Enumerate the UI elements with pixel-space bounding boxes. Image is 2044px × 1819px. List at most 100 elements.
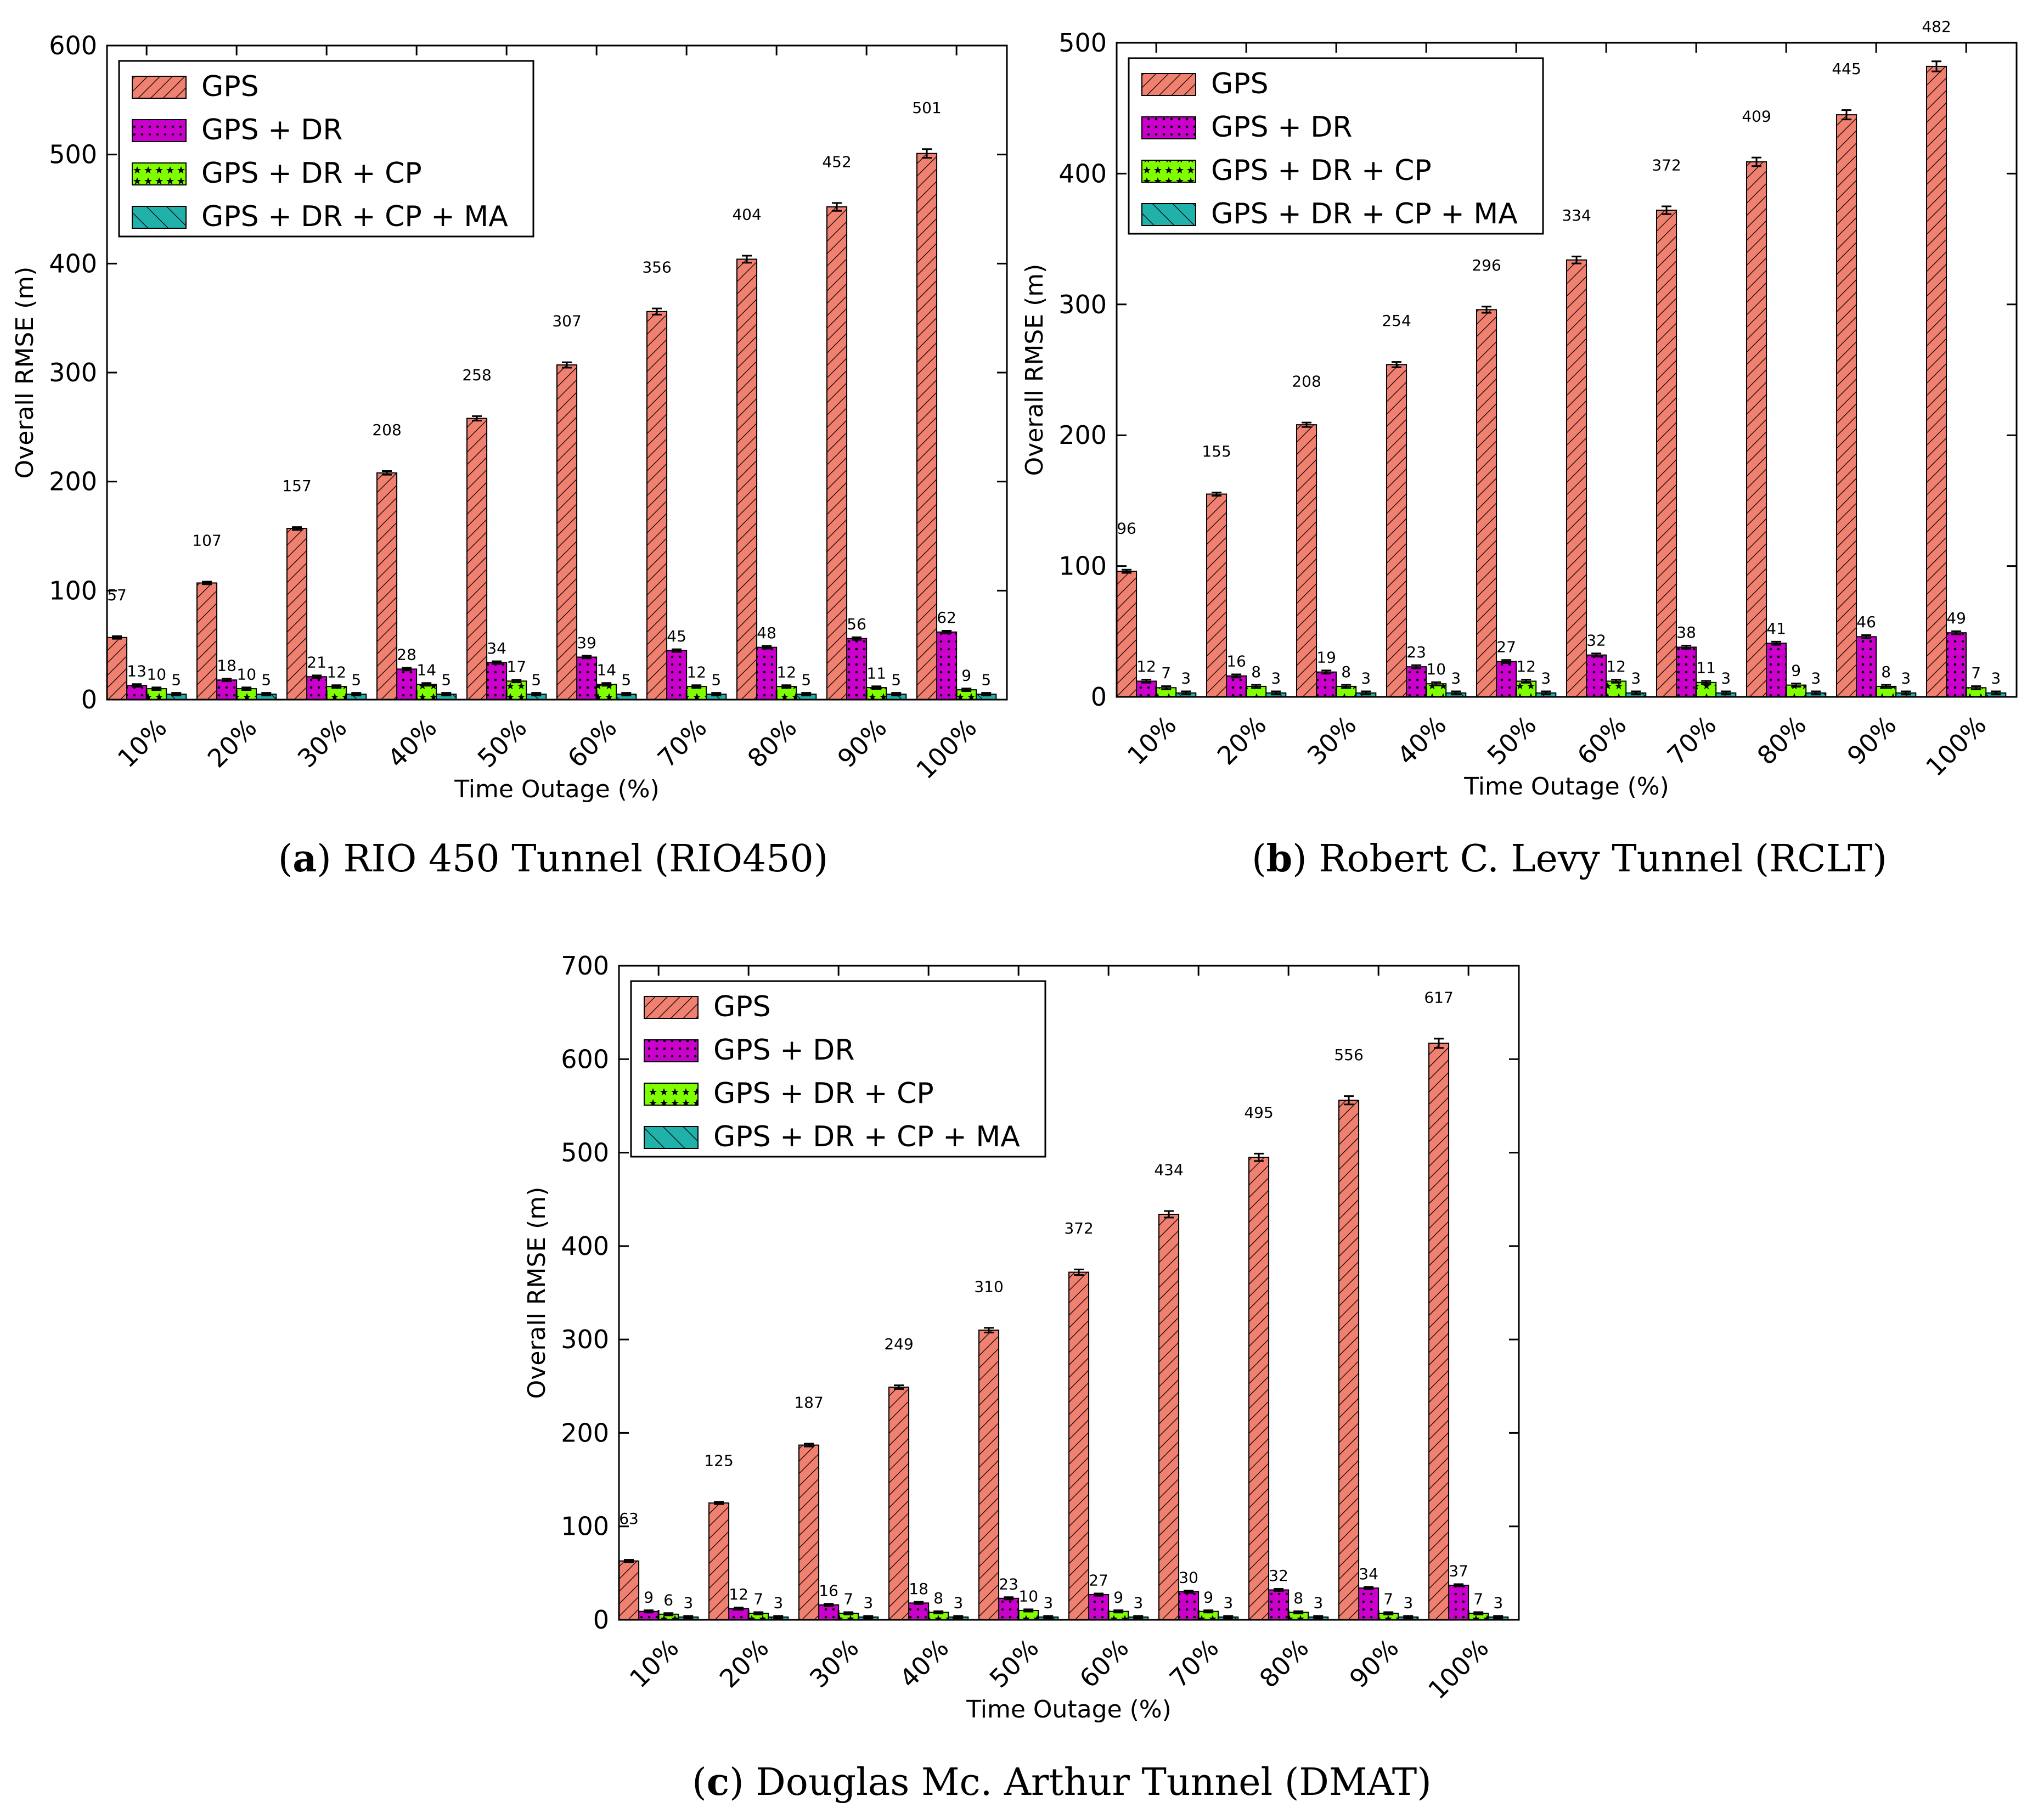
data-label: 12 [1516, 657, 1536, 675]
legend-swatch-pattern [1142, 117, 1196, 139]
data-label: 258 [462, 366, 491, 384]
data-label: 187 [794, 1393, 823, 1411]
data-label: 32 [1586, 632, 1606, 650]
y-tick-label: 500 [561, 1138, 609, 1168]
data-label: 3 [1631, 669, 1641, 688]
bar-pattern [577, 657, 597, 700]
data-label: 8 [1341, 663, 1351, 681]
data-label: 3 [1451, 669, 1461, 688]
bar-pattern [1586, 655, 1607, 697]
bar-pattern [1657, 210, 1677, 697]
x-tick-label: 20% [1212, 710, 1272, 770]
y-tick-label: 500 [1058, 28, 1107, 58]
bar-pattern [639, 1611, 659, 1620]
data-label: 3 [953, 1594, 963, 1612]
data-label: 14 [596, 661, 616, 679]
caption-a: (a) RIO 450 Tunnel (RIO450) [278, 837, 829, 881]
caption-c: (c) Douglas Mc. Arthur Tunnel (DMAT) [692, 1760, 1432, 1804]
y-tick-label: 100 [1058, 551, 1107, 581]
caption-b-letter: b [1266, 837, 1293, 881]
y-tick-label: 0 [1091, 682, 1107, 712]
bar-pattern [1269, 1590, 1289, 1620]
data-label: 372 [1064, 1219, 1093, 1237]
data-label: 12 [729, 1585, 748, 1603]
x-tick-label: 50% [472, 713, 532, 773]
y-tick-label: 400 [1058, 159, 1107, 188]
x-tick-label: 30% [1302, 710, 1362, 770]
bar-pattern [377, 472, 397, 700]
legend-swatch-pattern [644, 1040, 698, 1062]
bar-pattern [658, 1614, 679, 1620]
legend-swatch-pattern [132, 120, 186, 142]
bar-pattern [506, 681, 527, 700]
legend-swatch-pattern [132, 206, 186, 228]
data-label: 21 [307, 654, 326, 672]
data-label: 208 [372, 421, 401, 439]
x-tick-label: 100% [910, 713, 982, 785]
y-axis-label: Overall RMSE (m) [11, 267, 39, 479]
bar-pattern [1359, 1588, 1379, 1620]
caption-b: (b) Robert C. Levy Tunnel (RCLT) [1252, 837, 1887, 881]
chart-1: 57 107 157 208 258 307 356 404 452 501 13 18 21 28 34 3… [11, 31, 1008, 803]
data-label: 9 [644, 1588, 654, 1606]
data-label: 3 [1181, 669, 1191, 688]
bar-pattern [1336, 686, 1356, 697]
data-label: 3 [1361, 669, 1371, 688]
bar-pattern [1089, 1595, 1109, 1620]
data-label: 356 [642, 258, 671, 277]
data-label: 3 [1901, 669, 1911, 688]
data-label: 617 [1424, 988, 1453, 1006]
bar-pattern [166, 694, 187, 700]
bar-pattern [1018, 1610, 1039, 1620]
bar-pattern [999, 1598, 1019, 1620]
data-label: 8 [1293, 1589, 1303, 1607]
bar-pattern [1468, 1613, 1489, 1620]
bar-pattern [1387, 364, 1407, 697]
bar-pattern [1316, 672, 1337, 697]
legend-box [118, 60, 534, 238]
data-label: 32 [1269, 1567, 1288, 1585]
data-label: 3 [1043, 1594, 1053, 1612]
x-tick-label: 10% [624, 1633, 684, 1693]
legend-label: GPS + DR + CP [713, 1077, 934, 1110]
bar-pattern [737, 259, 757, 700]
y-axis-label: Overall RMSE (m) [1021, 264, 1049, 476]
x-tick-label: 50% [1482, 710, 1542, 770]
data-label: 9 [961, 666, 971, 684]
data-label: 5 [351, 671, 361, 689]
data-label: 249 [884, 1335, 913, 1353]
data-label: 63 [619, 1510, 639, 1528]
bar-pattern [1477, 309, 1497, 697]
caption-c-text: Douglas Mc. Arthur Tunnel (DMAT) [756, 1761, 1432, 1804]
data-label: 57 [107, 586, 127, 604]
data-label: 10 [147, 665, 166, 683]
bar-pattern [866, 688, 887, 700]
x-tick-label: 30% [292, 713, 352, 773]
bar-pattern [1246, 686, 1266, 697]
bar-pattern [217, 680, 237, 700]
legend-swatch-pattern [1142, 74, 1196, 95]
y-tick-label: 300 [561, 1325, 609, 1354]
data-label: 5 [441, 671, 451, 689]
bar-pattern [436, 694, 457, 700]
legend-label: GPS + DR [201, 114, 342, 147]
data-label: 96 [1117, 520, 1136, 538]
chart-2: 96 155 208 254 296 334 372 409 445 482 12 16 19 23 27 3… [1021, 18, 2018, 801]
legend-swatch-pattern [644, 996, 698, 1018]
data-label: 3 [863, 1594, 873, 1612]
data-label: 18 [909, 1580, 928, 1598]
bar-pattern [1496, 661, 1517, 697]
x-axis-label: Time Outage (%) [1463, 773, 1669, 801]
x-tick-label: 100% [1920, 710, 1992, 782]
bar-pattern [1966, 688, 1986, 697]
data-label: 18 [217, 657, 237, 675]
data-label: 9 [1113, 1588, 1123, 1606]
plot-frame [1116, 42, 2018, 698]
data-label: 17 [506, 658, 526, 676]
y-tick-label: 200 [49, 467, 97, 497]
bar-pattern [1069, 1272, 1089, 1620]
y-axis-label: Overall RMSE (m) [523, 1187, 551, 1399]
bar-pattern [326, 686, 347, 700]
y-tick-label: 100 [49, 576, 97, 605]
